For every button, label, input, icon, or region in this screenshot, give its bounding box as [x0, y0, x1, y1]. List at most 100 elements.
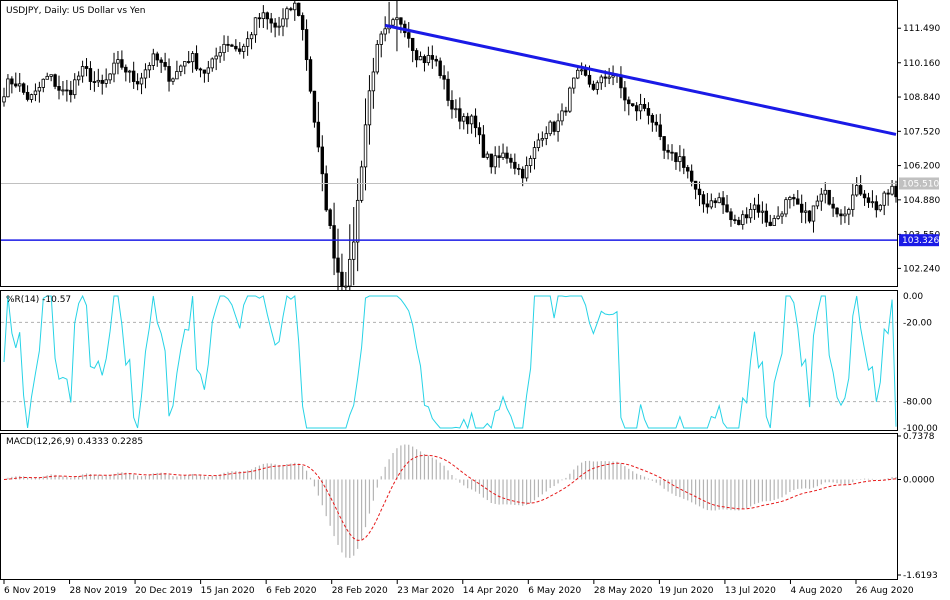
candle[interactable]: [886, 189, 890, 206]
candle[interactable]: [682, 148, 686, 175]
candle[interactable]: [438, 57, 442, 79]
candle[interactable]: [855, 177, 859, 197]
candle[interactable]: [717, 192, 721, 204]
candle[interactable]: [501, 143, 505, 161]
candle[interactable]: [772, 215, 776, 226]
candle[interactable]: [729, 208, 733, 227]
candle[interactable]: [249, 31, 254, 50]
candle[interactable]: [473, 108, 478, 138]
candle[interactable]: [159, 57, 163, 73]
candle[interactable]: [556, 113, 560, 142]
candle[interactable]: [799, 194, 804, 223]
candle[interactable]: [112, 52, 116, 83]
candle[interactable]: [14, 72, 18, 88]
candle[interactable]: [485, 151, 490, 160]
candle[interactable]: [827, 189, 831, 206]
candle[interactable]: [540, 131, 545, 147]
candle[interactable]: [674, 152, 678, 170]
candle[interactable]: [572, 77, 576, 94]
candle[interactable]: [297, 2, 301, 17]
candle[interactable]: [399, 17, 403, 34]
macd-panel[interactable]: 0.7378 0.0000 -1.6193 MACD(12,26,9) 0.4333…: [0, 432, 938, 581]
candle[interactable]: [120, 50, 124, 70]
candle[interactable]: [811, 205, 816, 233]
candle[interactable]: [583, 64, 588, 77]
candle[interactable]: [57, 75, 61, 100]
candle[interactable]: [764, 203, 769, 227]
candle[interactable]: [552, 120, 556, 136]
candle[interactable]: [536, 133, 541, 152]
candle[interactable]: [414, 48, 419, 68]
candle[interactable]: [289, 6, 293, 12]
candle[interactable]: [839, 209, 843, 225]
candle[interactable]: [748, 203, 753, 223]
candle[interactable]: [407, 22, 411, 48]
candle[interactable]: [61, 81, 65, 96]
candle[interactable]: [462, 113, 466, 130]
candle[interactable]: [100, 74, 104, 95]
candle[interactable]: [686, 164, 690, 179]
candle[interactable]: [752, 197, 757, 220]
candle[interactable]: [84, 58, 89, 77]
candle[interactable]: [273, 18, 277, 38]
candle[interactable]: [705, 192, 710, 214]
candle[interactable]: [328, 208, 332, 229]
candle[interactable]: [666, 144, 670, 160]
candle[interactable]: [544, 126, 548, 146]
candle[interactable]: [73, 73, 77, 99]
candle[interactable]: [446, 71, 450, 107]
candle[interactable]: [835, 207, 839, 218]
candle[interactable]: [131, 61, 136, 89]
candle[interactable]: [505, 146, 509, 164]
candle[interactable]: [53, 73, 57, 90]
candle[interactable]: [2, 87, 6, 107]
candle[interactable]: [697, 181, 702, 207]
candle[interactable]: [870, 190, 875, 208]
candle[interactable]: [41, 78, 45, 93]
candle[interactable]: [709, 193, 714, 210]
candle[interactable]: [477, 122, 482, 145]
candle[interactable]: [776, 206, 780, 220]
candle[interactable]: [124, 64, 128, 82]
candle[interactable]: [760, 201, 765, 224]
candle[interactable]: [324, 165, 328, 212]
candle[interactable]: [116, 50, 120, 75]
candle[interactable]: [576, 65, 580, 80]
candle[interactable]: [352, 207, 356, 286]
candle[interactable]: [92, 71, 97, 92]
candle[interactable]: [493, 146, 497, 175]
candle[interactable]: [265, 11, 269, 30]
candle[interactable]: [701, 191, 706, 213]
williams-r-panel[interactable]: 0.00 -20.00 -80.00 -100.00 %R(14) -10.57: [0, 290, 939, 435]
candle[interactable]: [29, 93, 34, 103]
candle[interactable]: [792, 193, 796, 207]
candle[interactable]: [293, 0, 297, 21]
candle[interactable]: [186, 51, 191, 64]
candle[interactable]: [458, 97, 462, 130]
candle[interactable]: [847, 207, 851, 225]
candle[interactable]: [96, 68, 101, 88]
candle[interactable]: [815, 195, 820, 210]
candle[interactable]: [520, 166, 525, 187]
candle[interactable]: [890, 179, 894, 196]
candle[interactable]: [737, 216, 741, 226]
candle[interactable]: [76, 71, 81, 86]
candle[interactable]: [25, 85, 30, 102]
candle[interactable]: [469, 114, 474, 134]
candle[interactable]: [171, 77, 175, 85]
candle[interactable]: [418, 51, 423, 61]
candle[interactable]: [269, 12, 273, 33]
candle[interactable]: [277, 16, 281, 36]
candle[interactable]: [10, 76, 14, 94]
candle[interactable]: [261, 5, 266, 29]
candle[interactable]: [65, 79, 69, 102]
candle[interactable]: [139, 72, 144, 95]
candle[interactable]: [391, 17, 395, 26]
candle[interactable]: [434, 55, 438, 67]
candle[interactable]: [654, 114, 658, 132]
candle[interactable]: [796, 190, 800, 205]
candle[interactable]: [230, 43, 234, 47]
candle[interactable]: [780, 211, 784, 224]
candle[interactable]: [670, 144, 674, 161]
